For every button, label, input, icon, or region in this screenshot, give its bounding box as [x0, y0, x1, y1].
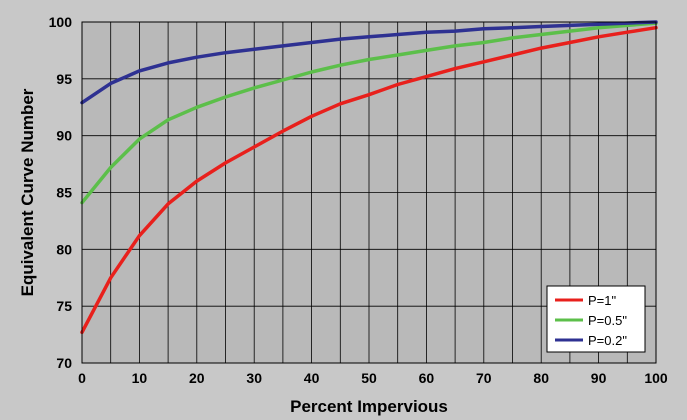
x-tick-label: 90: [591, 370, 607, 386]
x-tick-label: 70: [476, 370, 492, 386]
legend-label: P=1": [588, 293, 616, 308]
tick-labels: 0 10 20 30 40 50 60 70 80 90 100 70 75 80 85 90 95 100: [49, 14, 668, 386]
x-tick-label: 100: [644, 370, 668, 386]
y-tick-label: 100: [49, 14, 73, 30]
y-tick-label: 90: [56, 128, 72, 144]
x-axis-title: Percent Impervious: [290, 397, 448, 416]
series-line: [80, 20, 658, 105]
x-tick-label: 30: [246, 370, 262, 386]
legend-label: P=0.5": [588, 313, 627, 328]
x-tick-label: 0: [78, 370, 86, 386]
series-lines: [80, 20, 658, 335]
x-tick-label: 20: [189, 370, 205, 386]
y-tick-label: 70: [56, 355, 72, 371]
y-tick-label: 75: [56, 298, 72, 314]
series-line: [80, 21, 658, 205]
series-line: [80, 25, 658, 335]
x-tick-label: 40: [304, 370, 320, 386]
legend: P=1" P=0.5" P=0.2": [546, 285, 646, 353]
y-tick-label: 80: [56, 241, 72, 257]
x-tick-label: 50: [361, 370, 377, 386]
legend-label: P=0.2": [588, 333, 627, 348]
plot-frame: [81, 21, 657, 364]
y-tick-label: 85: [56, 185, 72, 201]
x-tick-label: 80: [533, 370, 549, 386]
x-tick-label: 60: [419, 370, 435, 386]
y-axis-title: Equivalent Curve Number: [18, 88, 37, 296]
y-tick-label: 95: [56, 71, 72, 87]
x-tick-label: 10: [132, 370, 148, 386]
